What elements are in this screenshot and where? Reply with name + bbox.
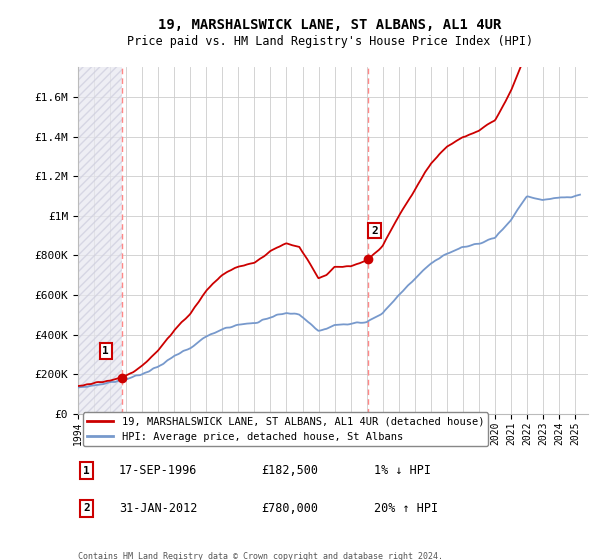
Text: 1: 1: [83, 465, 90, 475]
Text: 1: 1: [103, 346, 109, 356]
Text: £182,500: £182,500: [262, 464, 319, 477]
Text: 2: 2: [83, 503, 90, 514]
Text: 2: 2: [371, 226, 378, 236]
Text: 1% ↓ HPI: 1% ↓ HPI: [374, 464, 431, 477]
Text: 20% ↑ HPI: 20% ↑ HPI: [374, 502, 438, 515]
Text: Contains HM Land Registry data © Crown copyright and database right 2024.
This d: Contains HM Land Registry data © Crown c…: [78, 552, 443, 560]
Text: Price paid vs. HM Land Registry's House Price Index (HPI): Price paid vs. HM Land Registry's House …: [127, 35, 533, 49]
Text: 19, MARSHALSWICK LANE, ST ALBANS, AL1 4UR: 19, MARSHALSWICK LANE, ST ALBANS, AL1 4U…: [158, 18, 502, 32]
Text: 31-JAN-2012: 31-JAN-2012: [119, 502, 197, 515]
Text: £780,000: £780,000: [262, 502, 319, 515]
Text: 17-SEP-1996: 17-SEP-1996: [119, 464, 197, 477]
Bar: [78, 67, 122, 414]
Legend: 19, MARSHALSWICK LANE, ST ALBANS, AL1 4UR (detached house), HPI: Average price, : 19, MARSHALSWICK LANE, ST ALBANS, AL1 4U…: [83, 412, 488, 446]
